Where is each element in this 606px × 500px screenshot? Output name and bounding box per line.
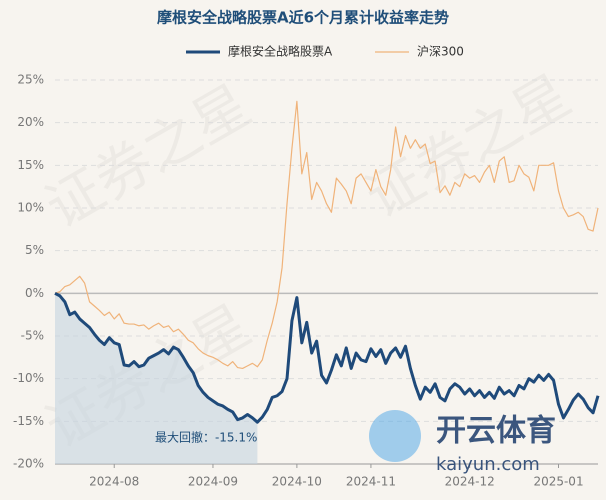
legend-label: 摩根安全战略股票A (228, 44, 333, 59)
x-tick-label: 2024-09 (188, 475, 238, 489)
y-tick-label: 20% (17, 115, 44, 129)
y-tick-label: 10% (17, 201, 44, 215)
y-tick-label: -20% (13, 457, 44, 471)
legend-label: 沪深300 (417, 45, 464, 59)
watermark: 开云体育 (436, 414, 556, 449)
y-tick-label: -5% (21, 329, 44, 343)
y-tick-label: -10% (13, 371, 44, 385)
y-tick-label: 0% (25, 286, 44, 300)
x-tick-label: 2024-10 (272, 475, 322, 489)
x-tick-label: 2024-11 (346, 475, 396, 489)
series-line (54, 292, 600, 424)
y-tick-label: 5% (25, 243, 44, 257)
chart-title: 摩根安全战略股票A近6个月累计收益率走势 (157, 9, 449, 27)
watermark-logo (369, 410, 421, 462)
x-tick-label: 2024-08 (89, 475, 139, 489)
y-tick-label: 25% (17, 73, 44, 87)
watermark: 证券之星 (35, 73, 261, 241)
drawdown-area (55, 293, 258, 464)
drawdown-label: 最大回撤：-15.1% (155, 430, 257, 445)
series-line (54, 100, 599, 370)
x-tick-label: 2025-01 (533, 475, 583, 489)
y-tick-label: -15% (13, 414, 44, 428)
y-tick-label: 15% (17, 158, 44, 172)
watermark: 证券之星 (355, 63, 581, 231)
x-tick-label: 2024-12 (445, 475, 495, 489)
watermark: kaiyun.com (436, 454, 540, 475)
